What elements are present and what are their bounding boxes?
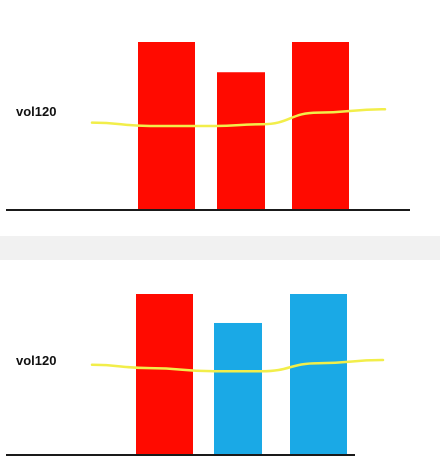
line-label-vol120-bottom: vol120 [16,353,56,368]
chart-panel-top [6,42,410,211]
bar-3-blue-bottom [290,294,347,455]
vol120-line-top [90,107,387,128]
vol120-line-bottom [90,358,385,373]
bar-2-blue-bottom [214,322,262,455]
chart-panel-bottom [6,294,385,456]
bar-1-red-bottom [136,294,193,455]
divider-band [0,236,440,260]
bar-3-red-top [292,42,349,210]
line-label-vol120-top: vol120 [16,104,56,119]
bar-2-red-top [217,72,265,211]
